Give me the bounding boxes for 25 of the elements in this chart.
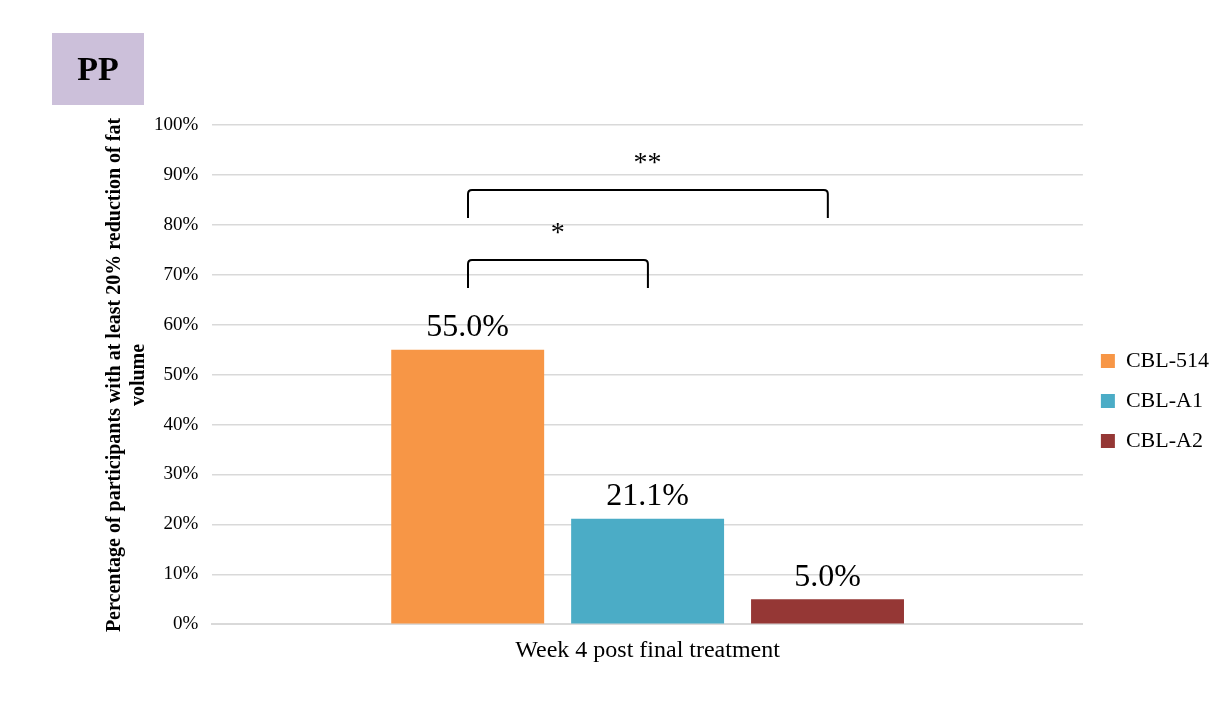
data-label: 5.0% — [794, 556, 861, 593]
data-label: 55.0% — [426, 307, 510, 344]
legend-label: CBL-514 — [1125, 346, 1210, 372]
legend-label: CBL-A2 — [1125, 426, 1203, 452]
bar — [571, 518, 725, 624]
y-tick-label: 70% — [163, 262, 199, 284]
annotation: * — [550, 215, 565, 248]
y-tick-label: 20% — [163, 512, 199, 534]
y-tick-label: 10% — [163, 562, 199, 584]
bar — [751, 599, 904, 624]
bar — [391, 349, 545, 624]
y-tick-label: 100% — [154, 112, 199, 134]
y-tick-label: 50% — [163, 362, 199, 384]
y-tick-label: 60% — [163, 312, 199, 334]
y-tick-label: 90% — [163, 162, 199, 184]
y-tick-label: 40% — [163, 412, 199, 434]
y-tick-label: 0% — [173, 612, 199, 634]
legend-label: CBL-A1 — [1125, 386, 1203, 412]
y-tick-label: 80% — [163, 212, 199, 234]
annotation: ** — [633, 145, 662, 178]
data-label: 21.1% — [606, 476, 689, 513]
x-tick-label: Week 4 post final treatment — [515, 635, 781, 662]
y-tick-label: 30% — [163, 462, 199, 484]
y-axis-title: Percentage of participants with at least 20% reduction of fat volume — [101, 116, 149, 634]
chart-title: PP — [52, 33, 144, 105]
